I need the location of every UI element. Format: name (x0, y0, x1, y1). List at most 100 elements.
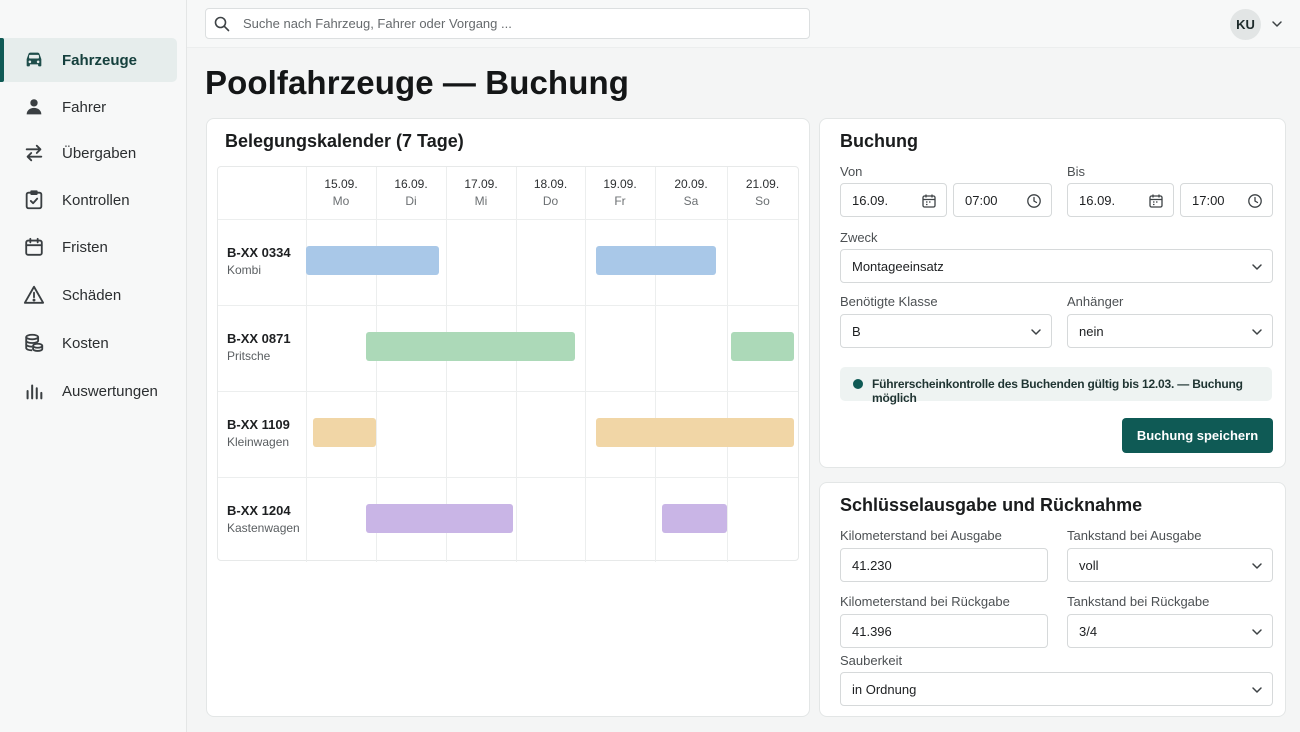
status-dot-icon (853, 379, 863, 389)
trailer-select[interactable]: nein (1067, 314, 1273, 348)
clipboard-check-icon (22, 189, 46, 211)
sidebar-item-label: Schäden (62, 286, 122, 304)
grid-line (585, 167, 586, 562)
vehicle-type: Kleinwagen (227, 435, 290, 449)
day-date: 15.09. (324, 177, 358, 191)
sidebar-item-fahrzeuge[interactable]: Fahrzeuge (0, 38, 177, 82)
page-title: Poolfahrzeuge — Buchung (205, 64, 629, 101)
chevron-down-icon[interactable] (1270, 17, 1284, 31)
sidebar-item-label: Fahrer (62, 98, 107, 116)
sidebar-item-kontrollen[interactable]: Kontrollen (0, 178, 177, 222)
clock-icon (1248, 194, 1262, 208)
day-weekday: Di (405, 194, 417, 208)
vehicle-plate: B-XX 1109 (227, 417, 290, 432)
day-header: 21.09. So (727, 167, 798, 219)
purpose-select[interactable]: Montageeinsatz (840, 249, 1273, 283)
top-bar: KU (187, 0, 1300, 48)
chevron-down-icon (1252, 563, 1262, 569)
vehicle-type: Kastenwagen (227, 521, 300, 535)
to-label: Bis (1067, 164, 1086, 179)
to-time-field[interactable]: 17:00 (1180, 183, 1273, 217)
km-out-label: Kilometerstand bei Ausgabe (840, 528, 1002, 543)
booking-bar[interactable] (730, 332, 795, 361)
from-time-value: 07:00 (965, 193, 998, 208)
to-date-value: 16.09. (1079, 193, 1116, 208)
vehicle-plate: B-XX 1204 (227, 503, 291, 518)
sidebar-item-label: Kontrollen (62, 191, 130, 209)
sidebar-item-label: Auswertungen (62, 382, 158, 400)
chevron-down-icon (1252, 264, 1262, 270)
day-date: 21.09. (745, 177, 780, 191)
trailer-value: nein (1079, 324, 1104, 339)
booking-bar[interactable] (662, 504, 727, 533)
chevron-down-icon (1252, 687, 1262, 693)
km-out-input[interactable]: 41.230 (840, 548, 1048, 582)
bar-chart-icon (22, 380, 46, 402)
day-weekday: So (755, 194, 770, 208)
vehicle-type: Kombi (227, 263, 262, 277)
car-icon (22, 49, 46, 71)
sidebar-item-kosten[interactable]: Kosten (0, 321, 177, 365)
sidebar-item-uebergaben[interactable]: Übergaben (0, 131, 177, 175)
warning-icon (22, 284, 46, 306)
to-date-field[interactable]: 16.09. (1067, 183, 1174, 217)
booking-title: Buchung (840, 131, 918, 151)
day-weekday: Fr (614, 194, 626, 208)
sidebar-item-fahrer[interactable]: Fahrer (0, 85, 177, 129)
trailer-label: Anhänger (1067, 294, 1124, 309)
fuel-in-label: Tankstand bei Rückgabe (1067, 594, 1210, 609)
vehicle-type: Pritsche (227, 349, 271, 363)
calendar-grid: 15.09. Mo 16.09. Di 17.09. Mi 18.09. Do 19.09. Fr… (217, 166, 799, 562)
class-value: B (852, 324, 861, 339)
vehicle-plate: B-XX 0871 (227, 331, 291, 346)
from-time-field[interactable]: 07:00 (953, 183, 1052, 217)
from-date-field[interactable]: 16.09. (840, 183, 947, 217)
search-box[interactable] (205, 8, 810, 39)
class-select[interactable]: B (840, 314, 1052, 348)
day-date: 20.09. (674, 177, 708, 191)
day-date: 16.09. (394, 177, 428, 191)
sidebar-item-label: Übergaben (62, 144, 137, 162)
booking-bar[interactable] (595, 246, 717, 275)
day-header: 20.09. Sa (655, 167, 727, 219)
km-out-value: 41.230 (852, 558, 892, 573)
grid-line (655, 167, 656, 562)
grid-line (218, 219, 798, 220)
sidebar-item-auswertungen[interactable]: Auswertungen (0, 369, 177, 413)
sidebar-item-label: Kosten (62, 334, 109, 352)
save-booking-button[interactable]: Buchung speichern (1122, 418, 1273, 453)
search-icon (214, 16, 230, 32)
chevron-down-icon (1031, 329, 1041, 335)
sidebar-item-fristen[interactable]: Fristen (0, 225, 177, 269)
calendar-icon (22, 236, 46, 258)
fuel-out-select[interactable]: voll (1067, 548, 1273, 582)
grid-line (516, 167, 517, 562)
avatar[interactable]: KU (1230, 9, 1261, 40)
search-input[interactable] (243, 9, 803, 38)
sidebar: Fahrzeuge Fahrer Übergaben Kontrollen Fr… (0, 0, 187, 732)
km-in-label: Kilometerstand bei Rückgabe (840, 594, 1010, 609)
sidebar-item-label: Fristen (62, 238, 108, 256)
purpose-label: Zweck (840, 230, 878, 245)
calendar-title: Belegungskalender (7 Tage) (225, 131, 464, 151)
booking-bar[interactable] (306, 246, 439, 275)
clock-icon (1027, 194, 1041, 208)
day-weekday: Mo (332, 194, 350, 208)
fuel-in-select[interactable]: 3/4 (1067, 614, 1273, 648)
day-date: 18.09. (533, 177, 568, 191)
license-check-notice: Führerscheinkontrolle des Buchenden gült… (840, 367, 1272, 405)
booking-bar[interactable] (313, 418, 376, 447)
purpose-value: Montageeinsatz (852, 259, 944, 274)
sidebar-item-schaeden[interactable]: Schäden (0, 273, 177, 317)
day-header: 16.09. Di (376, 167, 446, 219)
calendar-card: Belegungskalender (7 Tage) 15.09. Mo 16.09… (206, 118, 810, 717)
cleanliness-select[interactable]: in Ordnung (840, 672, 1273, 706)
booking-bar[interactable] (595, 418, 795, 447)
km-in-input[interactable]: 41.396 (840, 614, 1048, 648)
fuel-out-label: Tankstand bei Ausgabe (1067, 528, 1202, 543)
grid-line (218, 477, 798, 478)
booking-bar[interactable] (365, 332, 575, 361)
grid-line (218, 391, 798, 392)
day-weekday: Sa (683, 194, 699, 208)
booking-bar[interactable] (365, 504, 513, 533)
